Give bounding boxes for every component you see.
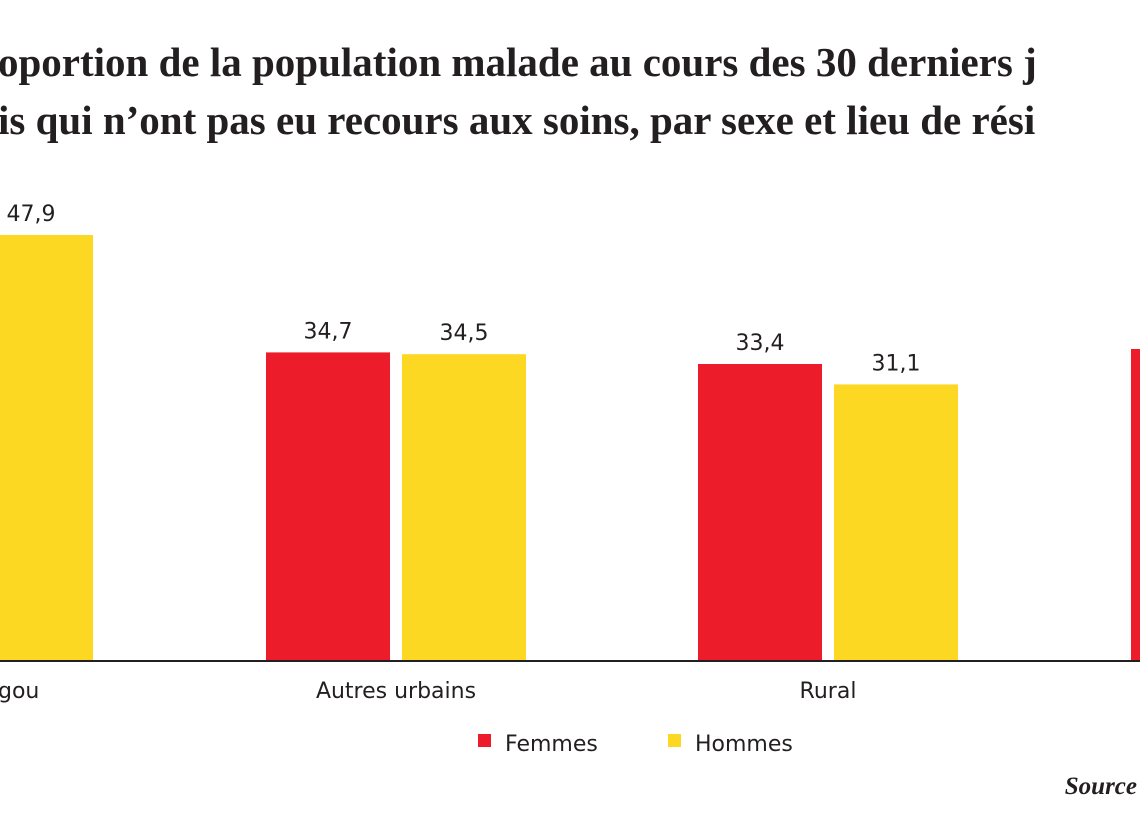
legend-label-hommes: Hommes bbox=[695, 732, 793, 757]
bar-femmes-3 bbox=[1131, 349, 1140, 661]
value-label-femmes-2: 33,4 bbox=[736, 331, 785, 356]
value-label-hommes-0: 47,9 bbox=[7, 202, 56, 227]
legend: Femmes Hommes bbox=[478, 732, 793, 757]
bar-femmes-2 bbox=[698, 364, 822, 661]
chart-title-line-2: is qui n’ont pas eu recours aux soins, p… bbox=[0, 97, 1036, 143]
bars-layer bbox=[0, 235, 1140, 661]
category-label-1: Autres urbains bbox=[316, 679, 476, 704]
value-labels-layer: 34,7 33,4 47,9 34,5 31,1 bbox=[7, 202, 921, 376]
bar-hommes-2 bbox=[834, 384, 958, 661]
bar-femmes-1 bbox=[266, 352, 390, 661]
legend-label-femmes: Femmes bbox=[505, 732, 598, 757]
bar-hommes-1 bbox=[402, 354, 526, 661]
legend-swatch-femmes bbox=[478, 734, 491, 747]
value-label-hommes-1: 34,5 bbox=[440, 321, 489, 346]
value-label-hommes-2: 31,1 bbox=[872, 351, 921, 376]
legend-swatch-hommes bbox=[668, 734, 681, 747]
category-label-0: gou bbox=[0, 679, 39, 704]
bar-hommes-0 bbox=[0, 235, 93, 661]
chart-title-line-1: oportion de la population malade au cour… bbox=[0, 39, 1037, 85]
category-labels-layer: gou Autres urbains Rural bbox=[0, 679, 856, 704]
source-label: Source bbox=[1064, 773, 1137, 800]
category-label-2: Rural bbox=[800, 679, 857, 704]
value-label-femmes-1: 34,7 bbox=[304, 319, 353, 344]
